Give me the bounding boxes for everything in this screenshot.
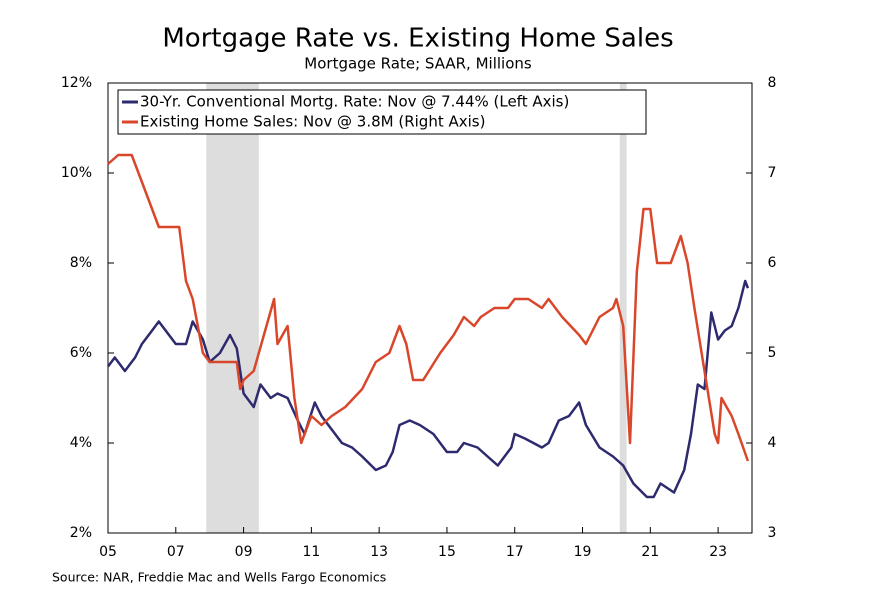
legend-label: Existing Home Sales: Nov @ 3.8M (Right A…	[140, 113, 485, 131]
recession-band	[619, 83, 627, 533]
x-tick-label: 13	[370, 544, 388, 560]
x-tick-label: 07	[167, 544, 185, 560]
x-tick-label: 15	[438, 544, 456, 560]
y-tick-label: 2%	[70, 525, 92, 541]
x-tick-label: 23	[709, 544, 727, 560]
y-tick-label: 4%	[70, 435, 92, 451]
y2-tick-label: 3	[768, 525, 777, 541]
series-line	[107, 279, 750, 499]
x-tick-label: 09	[235, 544, 253, 560]
y-tick-label: 6%	[70, 345, 92, 361]
y2-tick-label: 4	[768, 435, 777, 451]
legend-label: 30-Yr. Conventional Mortg. Rate: Nov @ 7…	[140, 93, 569, 111]
y2-tick-label: 8	[768, 75, 777, 91]
y-tick-label: 8%	[70, 255, 92, 271]
y-tick-label: 10%	[61, 165, 92, 181]
y2-tick-label: 7	[768, 165, 777, 181]
y2-tick-label: 5	[768, 345, 777, 361]
x-tick-label: 21	[641, 544, 659, 560]
plot-frame	[107, 82, 753, 534]
series-line	[107, 153, 750, 462]
chart-subtitle: Mortgage Rate; SAAR, Millions	[304, 55, 532, 73]
source: Source: NAR, Freddie Mac and Wells Fargo…	[52, 570, 386, 585]
recession-band	[206, 83, 259, 533]
legend-box	[117, 89, 647, 135]
x-tick-label: 05	[99, 544, 117, 560]
y2-tick-label: 6	[768, 255, 777, 271]
x-tick-label: 17	[506, 544, 524, 560]
x-tick-label: 11	[302, 544, 320, 560]
y-tick-label: 12%	[61, 75, 92, 91]
chart-title: Mortgage Rate vs. Existing Home Sales	[162, 24, 673, 54]
x-tick-label: 19	[574, 544, 592, 560]
